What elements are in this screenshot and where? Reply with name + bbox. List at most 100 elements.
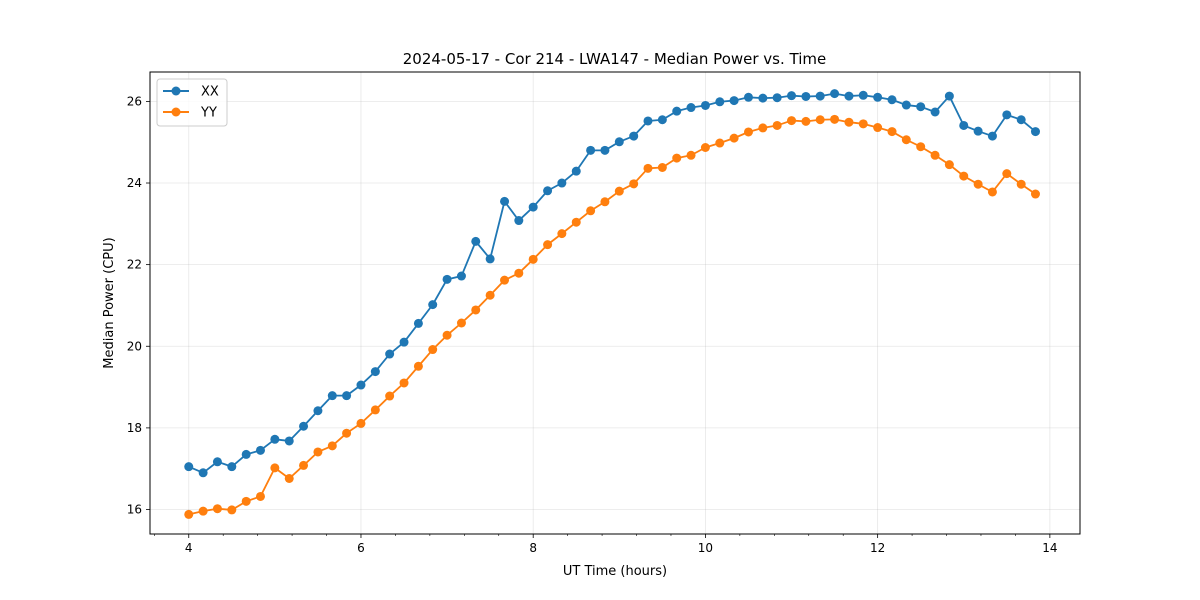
data-point-yy: [428, 345, 438, 355]
data-point-yy: [500, 275, 510, 285]
data-point-xx: [299, 421, 309, 431]
data-point-yy: [456, 318, 466, 328]
data-point-xx: [356, 380, 366, 390]
data-point-yy: [370, 405, 380, 415]
axes-frame: [149, 71, 1081, 535]
data-point-yy: [758, 123, 768, 133]
data-point-yy: [270, 463, 280, 473]
data-point-yy: [858, 119, 868, 129]
data-point-xx: [327, 391, 337, 401]
y-axis: 16 18 20 22 24 26: [127, 94, 150, 517]
series-yy: [184, 114, 1040, 519]
data-point-yy: [227, 505, 237, 515]
data-point-xx: [198, 468, 208, 478]
data-point-xx: [844, 91, 854, 101]
data-point-xx: [858, 90, 868, 100]
data-point-xx: [887, 95, 897, 105]
data-point-yy: [973, 179, 983, 189]
data-point-yy: [313, 447, 323, 457]
data-point-xx: [973, 126, 983, 136]
data-point-xx: [916, 102, 926, 112]
data-point-xx: [514, 216, 524, 226]
data-point-yy: [844, 117, 854, 127]
data-point-xx: [672, 106, 682, 116]
data-point-yy: [772, 120, 782, 130]
data-point-yy: [198, 506, 208, 516]
data-point-yy: [916, 142, 926, 152]
data-point-yy: [399, 378, 409, 388]
data-point-yy: [686, 150, 696, 160]
data-point-xx: [743, 92, 753, 102]
data-point-xx: [600, 145, 610, 155]
data-point-yy: [614, 186, 624, 196]
data-point-yy: [514, 268, 524, 278]
data-point-yy: [887, 127, 897, 137]
data-point-yy: [413, 361, 423, 371]
data-point-yy: [212, 504, 222, 514]
x-tick-label: 8: [529, 541, 537, 555]
plot-area: 4 6 8 10 12 14 16 18 20 22 24 26: [127, 71, 1081, 555]
y-tick-label: 18: [127, 421, 142, 435]
data-point-yy: [643, 163, 653, 173]
data-point-yy: [299, 460, 309, 470]
y-tick-label: 16: [127, 503, 142, 517]
data-point-xx: [227, 462, 237, 472]
series-layer: [184, 89, 1040, 519]
data-point-yy: [241, 496, 251, 506]
y-tick-label: 24: [127, 176, 142, 190]
data-point-xx: [758, 93, 768, 103]
data-point-yy: [629, 179, 639, 189]
data-point-yy: [657, 163, 667, 172]
data-point-yy: [442, 330, 452, 340]
data-point-xx: [1002, 110, 1012, 120]
data-point-xx: [1030, 127, 1040, 137]
data-point-yy: [801, 116, 811, 126]
data-point-xx: [571, 166, 581, 176]
data-point-yy: [1030, 189, 1040, 199]
data-point-yy: [485, 290, 495, 300]
data-point-xx: [987, 131, 997, 141]
data-point-xx: [614, 137, 624, 147]
data-point-xx: [413, 318, 423, 328]
x-tick-label: 4: [185, 541, 193, 555]
data-point-xx: [342, 391, 352, 401]
data-point-yy: [944, 160, 954, 170]
data-point-xx: [686, 103, 696, 113]
data-point-xx: [385, 349, 395, 359]
data-point-yy: [1002, 169, 1012, 179]
data-point-xx: [873, 92, 883, 102]
data-point-xx: [700, 100, 710, 110]
data-point-xx: [643, 116, 653, 126]
data-point-yy: [787, 116, 797, 126]
data-point-yy: [743, 127, 753, 137]
data-point-yy: [557, 229, 567, 239]
data-point-yy: [715, 138, 725, 148]
data-point-xx: [500, 196, 510, 206]
data-point-yy: [528, 254, 538, 264]
data-point-yy: [284, 473, 294, 483]
data-point-yy: [342, 428, 352, 438]
x-axis: 4 6 8 10 12 14: [154, 534, 1058, 555]
y-tick-label: 26: [127, 94, 142, 108]
data-point-xx: [543, 186, 553, 196]
data-point-yy: [901, 135, 911, 145]
data-point-yy: [600, 197, 610, 207]
data-point-xx: [629, 131, 639, 141]
data-point-xx: [557, 178, 567, 188]
data-point-xx: [715, 97, 725, 107]
data-point-xx: [801, 91, 811, 101]
data-point-yy: [873, 123, 883, 133]
data-point-yy: [586, 206, 596, 216]
legend-label-xx: XX: [201, 85, 219, 100]
x-tick-label: 6: [357, 541, 365, 555]
x-axis-label: UT Time (hours): [563, 564, 667, 579]
y-axis-label: Median Power (CPU): [102, 237, 117, 368]
legend-marker-xx: [171, 86, 181, 96]
data-point-yy: [672, 153, 682, 163]
data-point-xx: [313, 406, 323, 416]
data-point-xx: [399, 337, 409, 347]
data-point-xx: [184, 462, 194, 472]
x-tick-label: 10: [698, 541, 713, 555]
chart-title: 2024-05-17 - Cor 214 - LWA147 - Median P…: [403, 50, 827, 68]
data-point-yy: [255, 491, 265, 501]
